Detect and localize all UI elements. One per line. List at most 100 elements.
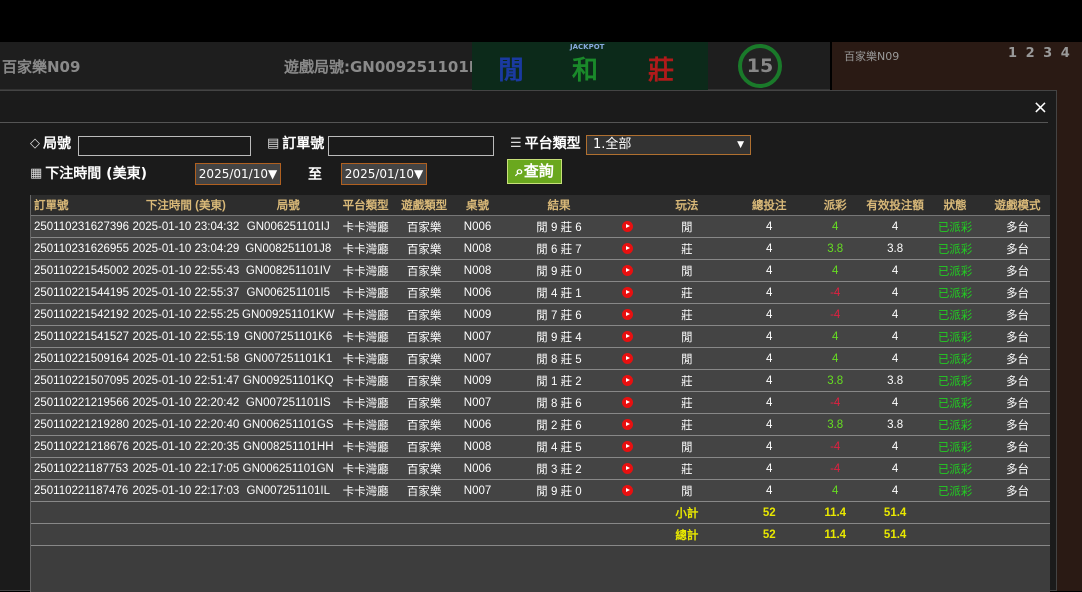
valid-bet: 3.8 — [887, 374, 904, 387]
play-icon[interactable] — [622, 330, 634, 342]
play-icon[interactable] — [622, 484, 634, 496]
valid-bet: 4 — [891, 462, 899, 475]
clipboard-icon: ▤ — [267, 135, 280, 151]
table-row[interactable]: 250110221187753 2025-01-10 22:17:05 GN0062… — [31, 458, 1050, 480]
table-row[interactable]: 250110231627396 2025-01-10 23:04:32 GN0062… — [31, 216, 1050, 238]
game-mode: 多台 — [1006, 243, 1029, 256]
game-no: GN007251101K6 — [244, 330, 333, 343]
result: 閒 8 莊 5 — [536, 353, 582, 366]
play-icon[interactable] — [622, 418, 634, 430]
play-icon[interactable] — [622, 308, 634, 320]
platform: 卡卡灣廳 — [342, 463, 389, 476]
total-bet: 4 — [766, 462, 773, 475]
valid-bet: 4 — [891, 484, 899, 497]
table-no: N007 — [463, 396, 492, 409]
bet-type: 閒 — [681, 485, 693, 498]
game-type: 百家樂 — [406, 441, 442, 454]
column-header: 局號 — [276, 200, 300, 212]
platform-select[interactable]: 1.全部 ▼ — [586, 135, 751, 155]
game-mode: 多台 — [1006, 397, 1029, 410]
column-header: 玩法 — [675, 200, 699, 212]
to-label: 至 — [308, 167, 322, 183]
status: 已派彩 — [937, 265, 973, 278]
round-number: 遊戲局號:GN009251101L8 — [284, 58, 489, 76]
play-icon[interactable] — [622, 220, 634, 232]
table-row[interactable]: 250110221545002 2025-01-10 22:55:43 GN0082… — [31, 260, 1050, 282]
replay-cell — [615, 264, 640, 277]
play-icon[interactable] — [622, 242, 634, 254]
game-type: 百家樂 — [406, 463, 442, 476]
order-no-input[interactable] — [328, 136, 494, 156]
table-row[interactable]: 250110221187476 2025-01-10 22:17:03 GN0072… — [31, 480, 1050, 502]
date-to-picker[interactable]: 2025/01/10▼ — [341, 163, 427, 185]
valid-bet: 3.8 — [887, 418, 904, 431]
play-icon[interactable] — [622, 352, 634, 364]
divider — [0, 122, 1048, 123]
table-row[interactable]: 250110221507095 2025-01-10 22:51:47 GN0092… — [31, 370, 1050, 392]
total-bet: 4 — [766, 220, 773, 233]
subtotal-total-bet: 52 — [762, 506, 776, 519]
game-mode: 多台 — [1006, 375, 1029, 388]
payout: 4 — [831, 352, 839, 365]
table-row[interactable]: 250110221544195 2025-01-10 22:55:37 GN0062… — [31, 282, 1050, 304]
result: 閒 6 莊 7 — [536, 243, 582, 256]
grandtotal-row: 總計 52 11.4 51.4 — [31, 524, 1050, 546]
table-row[interactable]: 250110221542192 2025-01-10 22:55:25 GN0092… — [31, 304, 1050, 326]
play-icon[interactable] — [622, 396, 634, 408]
bet-time: 2025-01-10 22:55:37 — [132, 286, 240, 299]
game-no-input[interactable] — [78, 136, 251, 156]
bet-time: 2025-01-10 22:55:43 — [132, 264, 240, 277]
payout: -4 — [830, 308, 841, 321]
valid-bet: 4 — [891, 308, 899, 321]
result: 閒 9 莊 0 — [536, 485, 582, 498]
table-no: N006 — [463, 418, 492, 431]
table-row[interactable]: 250110231626955 2025-01-10 23:04:29 GN0082… — [31, 238, 1050, 260]
subtotal-valid-bet: 51.4 — [883, 506, 907, 519]
platform: 卡卡灣廳 — [342, 419, 389, 432]
order-no: 250110221187753 — [34, 462, 129, 475]
play-icon[interactable] — [622, 462, 634, 474]
query-button[interactable]: ⌕查詢 — [507, 159, 562, 184]
tag-icon: ◇ — [30, 135, 40, 151]
platform: 卡卡灣廳 — [342, 287, 389, 300]
table-row[interactable]: 250110221218676 2025-01-10 22:20:35 GN0082… — [31, 436, 1050, 458]
grandtotal-valid-bet: 51.4 — [883, 528, 907, 541]
replay-cell — [615, 220, 640, 233]
subtotal-row: 小計 52 11.4 51.4 — [31, 502, 1050, 524]
result: 閒 2 莊 6 — [536, 419, 582, 432]
close-button[interactable]: × — [1032, 97, 1048, 118]
bet-time: 2025-01-10 23:04:29 — [132, 242, 240, 255]
play-icon[interactable] — [622, 264, 634, 276]
bet-type: 閒 — [681, 265, 693, 278]
order-no: 250110221541527 — [34, 330, 130, 343]
date-from-picker[interactable]: 2025/01/10▼ — [195, 163, 281, 185]
payout: 4 — [831, 220, 839, 233]
video-table-numbers: 1 2 3 4 — [1008, 46, 1072, 61]
result: 閒 9 莊 4 — [536, 331, 582, 344]
valid-bet: 4 — [891, 220, 899, 233]
column-header: 派彩 — [823, 200, 847, 212]
game-type: 百家樂 — [406, 485, 442, 498]
bet-area: 閒 JACKPOT 和 莊 — [472, 42, 708, 90]
status: 已派彩 — [937, 441, 973, 454]
table-row[interactable]: 250110221219280 2025-01-10 22:20:40 GN0062… — [31, 414, 1050, 436]
column-header: 有效投注額 — [866, 200, 924, 212]
bet-type: 閒 — [681, 331, 693, 344]
platform: 卡卡灣廳 — [342, 221, 389, 234]
bet-type: 閒 — [681, 441, 693, 454]
table-row[interactable]: 250110221541527 2025-01-10 22:55:19 GN0072… — [31, 326, 1050, 348]
play-icon[interactable] — [622, 286, 634, 298]
play-icon[interactable] — [622, 374, 634, 386]
bet-time: 2025-01-10 22:20:42 — [132, 396, 240, 409]
game-mode: 多台 — [1006, 265, 1029, 278]
table-row[interactable]: 250110221219566 2025-01-10 22:20:42 GN0072… — [31, 392, 1050, 414]
payout: 3.8 — [827, 418, 844, 431]
table-name: 百家樂N09 — [2, 58, 81, 76]
replay-cell — [615, 484, 640, 497]
table-row[interactable]: 250110221509164 2025-01-10 22:51:58 GN0072… — [31, 348, 1050, 370]
replay-cell — [615, 330, 640, 343]
bet-type: 莊 — [681, 375, 693, 388]
order-no: 250110221219280 — [34, 418, 130, 431]
play-icon[interactable] — [622, 440, 634, 452]
replay-cell — [615, 374, 640, 387]
